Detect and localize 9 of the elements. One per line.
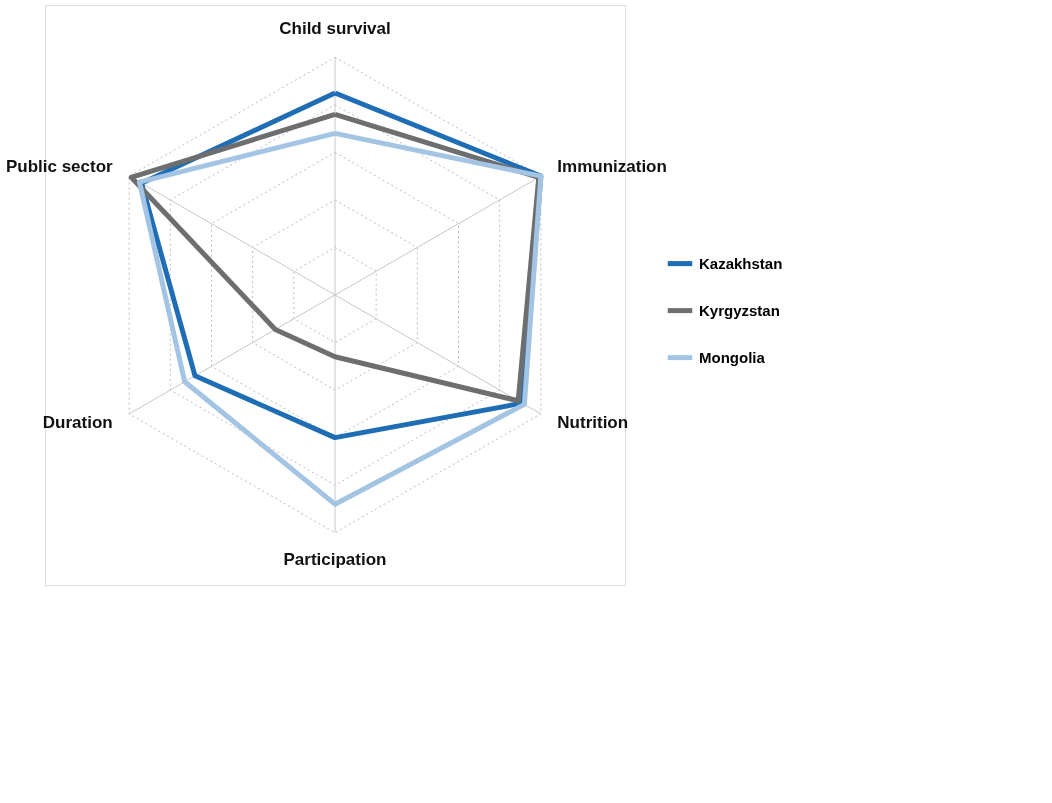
legend-label: Kyrgyzstan — [699, 301, 780, 319]
spoke-label: Participation — [283, 549, 387, 569]
legend-label: Mongolia — [699, 348, 766, 366]
legend-label: Kazakhstan — [699, 254, 783, 272]
spoke-label: Public sector — [5, 156, 114, 176]
spoke-label: Nutrition — [557, 413, 629, 433]
spoke-label: Child survival — [279, 19, 391, 39]
spoke-label: Immunization — [557, 156, 667, 176]
spoke-label: Duration — [42, 413, 113, 433]
